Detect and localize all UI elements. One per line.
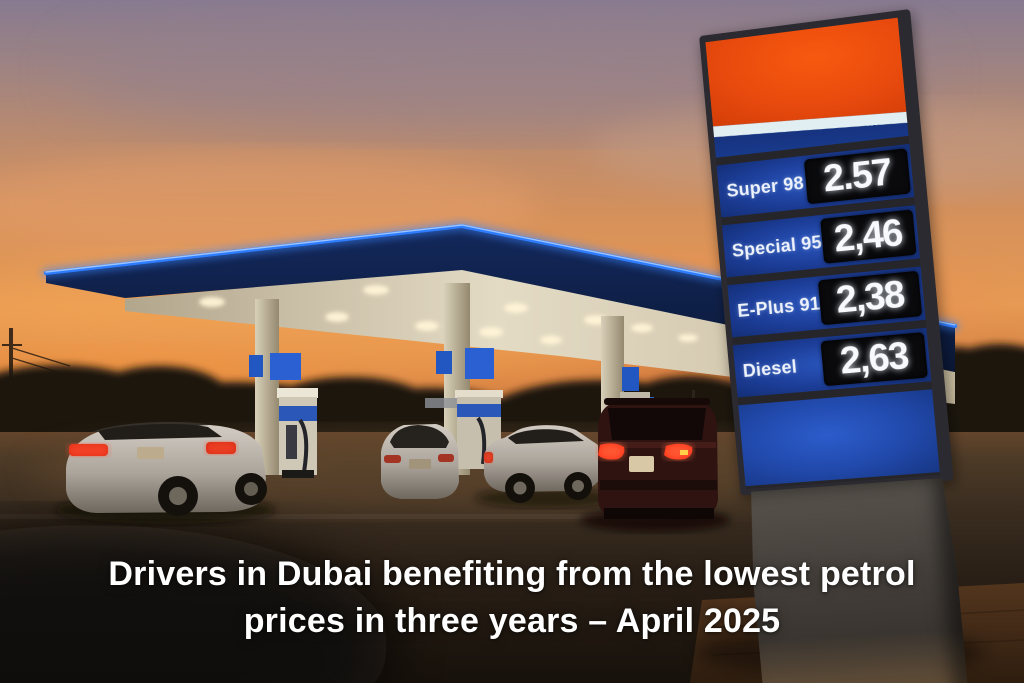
silver-sedan-left (55, 421, 275, 524)
sign-blank-panel (738, 389, 940, 487)
price-display: 2.57 (803, 148, 911, 205)
taillights (69, 442, 236, 456)
caption-line-2: prices in three years – April 2025 (243, 602, 781, 640)
cream-sedan-right (475, 425, 615, 508)
license-plate (137, 447, 164, 459)
price-display: 2,46 (819, 209, 917, 264)
license-plate (629, 456, 654, 472)
photo-caption: Drivers in Dubai benefiting from the low… (0, 551, 1024, 645)
brand-orange-panel (705, 17, 909, 128)
dark-red-suv (580, 398, 730, 532)
fuel-label: Super 98 (725, 171, 805, 201)
fuel-label: E-Plus 91 (736, 291, 821, 321)
price-sign-lightbox: Super 98 2.57 Special 95 2,46 E-Plus 91 … (699, 9, 954, 496)
vehicles (55, 398, 730, 532)
sign-header-panel (705, 17, 909, 158)
pillar-blue-panels (249, 348, 639, 391)
canopy-lights (199, 285, 698, 345)
fuel-pump (277, 388, 318, 478)
price-row-diesel: Diesel 2,63 (732, 327, 932, 398)
fuel-label: Special 95 (731, 230, 823, 261)
caption-line-1: Drivers in Dubai benefiting from the low… (108, 555, 916, 593)
brand-stripe-group (705, 17, 909, 158)
price-row-special95: Special 95 2,46 (722, 205, 920, 278)
silver-sedan-center (381, 424, 459, 499)
fuel-pump (455, 390, 503, 469)
fuel-label: Diesel (741, 355, 798, 381)
price-display: 2,63 (820, 332, 928, 387)
taillights (598, 443, 693, 460)
canopy-fascia (46, 226, 955, 372)
price-row-eplus91: E-Plus 91 2,38 (727, 266, 926, 338)
price-row-super98: Super 98 2.57 (716, 143, 915, 218)
price-display: 2,38 (817, 270, 923, 326)
